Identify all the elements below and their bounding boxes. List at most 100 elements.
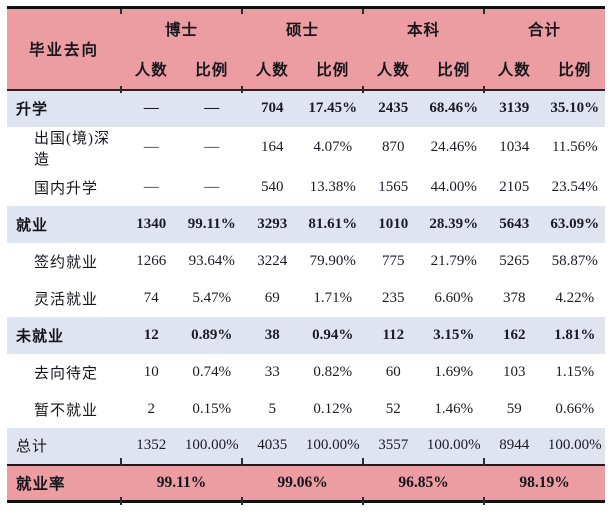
table-body: 升学 — —704 17.45% 2435 68.46% 3139 35.10% 出国(境)深造… [7,89,606,465]
column-boundary-tick [362,458,364,465]
sub-header-ratio: 比例 [181,48,243,90]
cell: 3.15% [423,316,485,354]
cell: 59 [484,390,545,428]
column-boundary-tick [241,9,243,14]
cell: 100.00% [181,427,243,465]
column-boundary-tick [362,497,364,505]
table-row: 未就业 12 0.89% 38 0.94% 112 3.15% 162 1.81% [7,316,606,354]
cell: 58.87% [544,242,606,280]
table-row: 出国(境)深造 — —164 4.07% 870 24.46% 1034 11.56% [7,126,606,169]
cell: — [121,126,182,169]
row-label: 升学 [7,89,121,127]
sub-header-count: 人数 [121,48,182,90]
table-header: 毕业去向 博士 硕士 本科 合计 人数 比例 人数 比例 人数 比例 人数 比例 [7,7,606,90]
cell: 35.10% [544,89,606,127]
row-label: 出国(境)深造 [7,126,121,169]
cell: 100.00% [423,427,485,465]
cell: 17.45% [302,89,364,127]
cell: 60 [363,353,424,391]
cell: 1.15% [544,353,606,391]
cell: 63.09% [544,205,606,243]
cell: 13.38% [302,168,364,206]
cell: 378 [484,279,545,317]
table-row: 升学 — —704 17.45% 2435 68.46% 3139 35.10% [7,89,606,127]
row-label: 总计 [7,427,121,465]
cell: 1266 [121,242,182,280]
row-label: 暂不就业 [7,390,121,428]
column-boundary-tick [362,9,364,14]
cell: 69 [242,279,303,317]
cell: 38 [242,316,303,354]
cell: 21.79% [423,242,485,280]
cell: 1010 [363,205,424,243]
column-boundary-tick [120,497,122,505]
cell: — [181,126,243,169]
cell: 6.60% [423,279,485,317]
cell: 23.54% [544,168,606,206]
cell: 3293 [242,205,303,243]
cell: 235 [363,279,424,317]
cell: 5 [242,390,303,428]
cell: 0.94% [302,316,364,354]
cell: 775 [363,242,424,280]
table-row: 国内升学 — —540 13.38% 1565 44.00% 2105 23.54% [7,168,606,206]
column-boundary-tick [483,458,485,465]
cell: 0.15% [181,390,243,428]
row-label: 国内升学 [7,168,121,206]
cell: 1340 [121,205,182,243]
cell: 1.71% [302,279,364,317]
cell: 540 [242,168,303,206]
table-row: 灵活就业 74 5.47% 69 1.71% 235 6.60% 378 4.22% [7,279,606,317]
sub-header-count: 人数 [363,48,424,90]
cell: 5643 [484,205,545,243]
cell: 3139 [484,89,545,127]
row-label: 就业 [7,205,121,243]
cell: — [181,168,243,206]
cell: 44.00% [423,168,485,206]
table-row: 签约就业 1266 93.64% 3224 79.90% 775 21.79% 5265 58.… [7,242,606,280]
footer-value-undergraduate: 96.85% [363,464,485,502]
sub-header-ratio: 比例 [302,48,364,90]
cell: 5.47% [181,279,243,317]
sub-header-count: 人数 [484,48,545,90]
table-row: 总计 1352 100.00% 4035 100.00% 3557 100.00% 8944 1… [7,427,606,465]
footer-label: 就业率 [7,464,121,502]
column-boundary-tick [120,458,122,465]
cell: 0.12% [302,390,364,428]
cell: 0.82% [302,353,364,391]
cell: 12 [121,316,182,354]
cell: — [121,89,182,127]
cell: 870 [363,126,424,169]
cell: 1352 [121,427,182,465]
cell: 33 [242,353,303,391]
table-row: 暂不就业 2 0.15% 5 0.12% 52 1.46% 59 0.66% [7,390,606,428]
cell: 100.00% [544,427,606,465]
cell: 79.90% [302,242,364,280]
cell: 93.64% [181,242,243,280]
cell: 2 [121,390,182,428]
cell: 5265 [484,242,545,280]
cell: 8944 [484,427,545,465]
table-row: 去向待定 10 0.74% 33 0.82% 60 1.69% 103 1.15% [7,353,606,391]
cell: — [181,89,243,127]
row-label: 去向待定 [7,353,121,391]
cell: 99.11% [181,205,243,243]
group-header-total: 合计 [484,7,606,49]
cell: 10 [121,353,182,391]
column-boundary-tick [483,86,485,93]
group-header-undergraduate: 本科 [363,7,485,49]
footer-value-doctor: 99.11% [121,464,243,502]
employment-rate-row: 就业率 99.11% 99.06% 96.85% 98.19% [7,464,606,502]
cell: 1.69% [423,353,485,391]
cell: 704 [242,89,303,127]
row-label: 未就业 [7,316,121,354]
cell: 11.56% [544,126,606,169]
column-boundary-tick [120,9,122,14]
cell: 2105 [484,168,545,206]
group-header-doctor: 博士 [121,7,243,49]
cell: 162 [484,316,545,354]
sub-header-ratio: 比例 [544,48,606,90]
cell: 4.22% [544,279,606,317]
footer-value-master: 99.06% [242,464,364,502]
cell: 74 [121,279,182,317]
